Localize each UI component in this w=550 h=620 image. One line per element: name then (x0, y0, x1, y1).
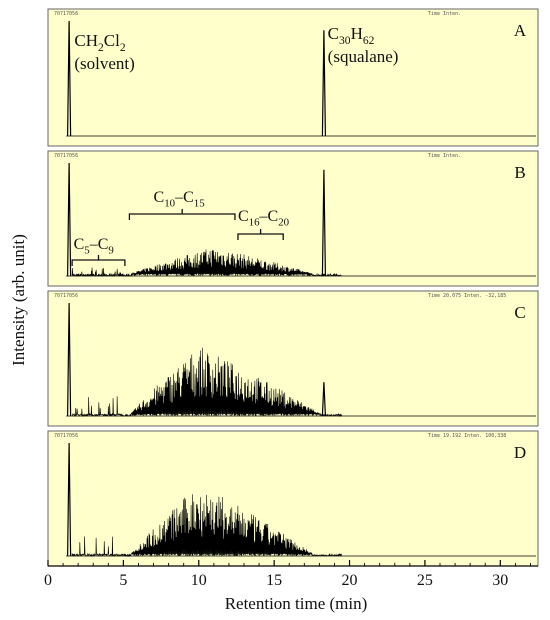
peak-0 (67, 442, 72, 557)
panel-background (47, 8, 539, 147)
label-c16-c20-part: –C (259, 208, 279, 225)
header-right: Time Inten. (428, 11, 461, 17)
x-axis-label: Retention time (min) (225, 594, 368, 613)
x-tick-label: 20 (342, 572, 358, 589)
panel-background (47, 150, 539, 287)
peak-0 (67, 162, 72, 277)
x-tick-label: 25 (417, 572, 433, 589)
squalane-formula-part: 62 (363, 34, 375, 47)
squalane-formula-part: H (351, 24, 363, 43)
dense-trace (71, 249, 342, 278)
label-c10-c15-part: –C (174, 189, 194, 206)
header-left: 70717056 (54, 11, 78, 17)
peak-1 (321, 382, 327, 417)
panel-a: 70717056 Time Inten.ACH2Cl2(solvent)C30H6… (47, 8, 539, 147)
panel-letter: D (514, 443, 526, 462)
dense-trace (71, 347, 342, 418)
header-left: 70717056 (54, 153, 78, 159)
bracket-c10-c15 (128, 209, 236, 220)
panels-group: 70717056 Time Inten.ACH2Cl2(solvent)C30H6… (47, 8, 539, 567)
solvent-formula: CH2Cl2 (74, 31, 125, 54)
header-left: 70717056 (54, 293, 78, 299)
squalane-name: (squalane) (328, 47, 399, 66)
solvent-name: (solvent) (74, 54, 134, 73)
label-c10-c15-part: C (154, 189, 165, 206)
label-c5-c9: C5–C9 (74, 236, 114, 256)
solvent-formula-part: Cl (104, 31, 120, 50)
squalane-formula: C30H62 (328, 24, 375, 47)
label-c16-c20-part: 16 (249, 216, 260, 228)
label-c16-c20: C16–C20 (238, 208, 290, 228)
label-c16-c20-part: C (238, 208, 249, 225)
x-tick-label: 10 (191, 572, 207, 589)
x-tick-label: 30 (492, 572, 508, 589)
header-left: 70717056 (54, 433, 78, 439)
squalane-formula-part: C (328, 24, 339, 43)
label-c10-c15-part: 15 (194, 197, 205, 209)
panel-letter: B (514, 163, 525, 182)
solvent-formula-part: CH (74, 31, 98, 50)
x-tick-label: 5 (119, 572, 127, 589)
squalane-formula-part: 30 (339, 34, 351, 47)
peak-0 (67, 20, 72, 137)
label-c16-c20-part: 20 (278, 216, 289, 228)
peak-1 (321, 30, 327, 137)
solvent-formula-part: 2 (98, 41, 104, 54)
label-c10-c15-part: 10 (164, 197, 175, 209)
x-axis: 0 5 10 15 20 25 30 (44, 560, 538, 589)
header-right: Time 19.192 Inten. 100,338 (428, 433, 506, 439)
label-c5-c9-part: –C (89, 236, 109, 253)
panel-letter: C (514, 303, 525, 322)
panel-background (47, 430, 539, 567)
x-tick-label: 15 (266, 572, 282, 589)
peak-1 (321, 169, 327, 277)
header-right: Time 20.075 Inten. -32,185 (428, 293, 506, 299)
label-c5-c9-part: C (74, 236, 85, 253)
bracket-c16-c20 (237, 229, 284, 240)
bracket-c5-c9 (71, 255, 126, 266)
dense-trace (71, 494, 342, 558)
panel-c: 70717056 Time 20.075 Inten. -32,185 C (47, 290, 539, 427)
header-right: Time Inten. (428, 153, 461, 159)
y-axis-label: Intensity (arb. unit) (9, 234, 28, 366)
label-c10-c15: C10–C15 (154, 189, 206, 209)
label-c5-c9-part: 5 (84, 244, 90, 256)
panel-d: 70717056 Time 19.192 Inten. 100,338 D (47, 430, 539, 567)
label-c5-c9-part: 9 (108, 244, 113, 256)
peak-0 (67, 302, 72, 417)
x-tick-label: 0 (44, 572, 52, 589)
panel-letter: A (514, 21, 527, 40)
solvent-formula-part: 2 (120, 41, 126, 54)
